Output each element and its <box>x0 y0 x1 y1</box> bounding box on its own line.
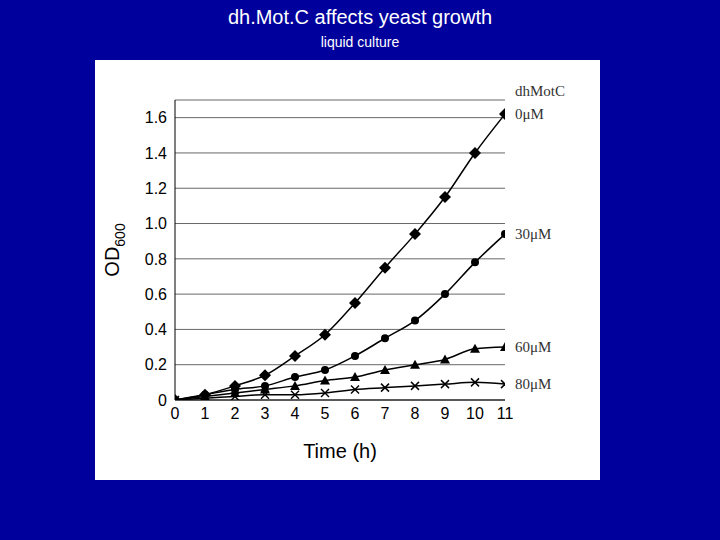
svg-text:0μM: 0μM <box>515 106 544 122</box>
svg-text:11: 11 <box>497 405 514 422</box>
svg-text:6: 6 <box>351 405 360 422</box>
svg-text:9: 9 <box>441 405 450 422</box>
svg-text:4: 4 <box>291 405 300 422</box>
svg-text:0.8: 0.8 <box>145 251 167 268</box>
svg-text:30μM: 30μM <box>515 226 551 242</box>
svg-text:2: 2 <box>231 405 240 422</box>
svg-text:1.6: 1.6 <box>145 109 167 126</box>
svg-text:1: 1 <box>201 405 210 422</box>
svg-text:0: 0 <box>171 405 180 422</box>
svg-text:1.2: 1.2 <box>145 180 167 197</box>
svg-text:8: 8 <box>411 405 420 422</box>
svg-text:5: 5 <box>321 405 330 422</box>
svg-text:1.0: 1.0 <box>145 215 167 232</box>
svg-text:dhMotC: dhMotC <box>515 83 565 99</box>
svg-text:7: 7 <box>381 405 390 422</box>
html-text:liquid culture: liquid culture <box>320 34 400 50</box>
svg-text:3: 3 <box>261 405 270 422</box>
html-text:dh.Mot.C affects yeast growth: dh.Mot.C affects yeast growth <box>227 6 493 28</box>
svg-text:60μM: 60μM <box>515 339 551 355</box>
svg-text:Time (h): Time (h) <box>303 440 377 462</box>
svg-text:10: 10 <box>466 405 484 422</box>
svg-text:0.6: 0.6 <box>145 286 167 303</box>
svg-text:0: 0 <box>158 392 167 409</box>
svg-text:1.4: 1.4 <box>145 145 167 162</box>
svg-text:80μM: 80μM <box>515 376 551 392</box>
svg-text:0.2: 0.2 <box>145 356 167 373</box>
svg-text:OD600: OD600 <box>101 223 128 277</box>
svg-text:0.4: 0.4 <box>145 321 167 338</box>
